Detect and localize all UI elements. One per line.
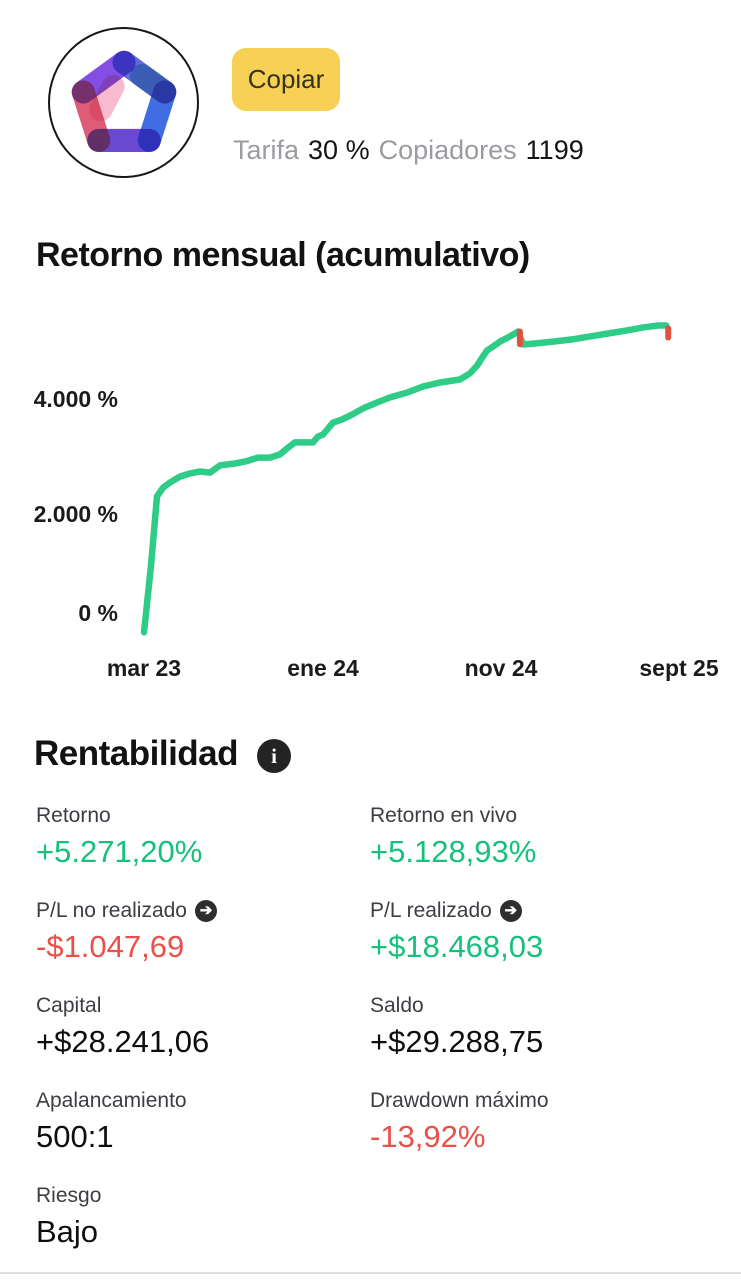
stat-label-text: P/L no realizado xyxy=(36,899,187,922)
copiers-count: 1199 xyxy=(525,135,584,165)
stat-label-text: Capital xyxy=(36,994,102,1017)
stat-label-capital: Capital xyxy=(36,993,101,1018)
stat-label-text: Saldo xyxy=(370,994,424,1017)
stat-value-apalancamiento: 500:1 xyxy=(36,1119,114,1154)
stat-value-retorno-en-vivo: +5.128,93% xyxy=(370,834,537,869)
stat-label-pl-realizado: P/L realizado ➔ xyxy=(370,898,522,923)
stat-value-drawdown: -13,92% xyxy=(370,1119,486,1154)
arrow-right-icon[interactable]: ➔ xyxy=(195,899,217,922)
y-tick-4000: 4.000 % xyxy=(33,386,118,412)
stat-label-retorno: Retorno xyxy=(36,803,111,828)
pentagon-logo-icon xyxy=(71,50,176,152)
fee-copiers-line: Tarifa 30 % Copiadores 1199 xyxy=(233,135,593,166)
y-tick-0: 0 % xyxy=(78,600,118,626)
profitability-heading: Rentabilidad xyxy=(34,734,239,773)
stat-value-capital: +$28.241,06 xyxy=(36,1024,210,1059)
return-line xyxy=(140,322,670,636)
x-tick-ene24: ene 24 xyxy=(287,655,359,681)
x-tick-mar23: mar 23 xyxy=(106,655,182,681)
stat-value-riesgo: Bajo xyxy=(36,1214,99,1249)
fee-value: 30 % xyxy=(308,135,370,165)
stat-value-saldo: +$29.288,75 xyxy=(370,1024,544,1059)
stat-value-retorno: +5.271,20% xyxy=(36,834,203,869)
x-tick-sept25: sept 25 xyxy=(639,655,719,681)
stat-label-text: Drawdown máximo xyxy=(370,1089,549,1112)
chart-title: Retorno mensual (acumulativo) xyxy=(36,236,530,274)
x-tick-nov24: nov 24 xyxy=(464,655,538,681)
arrow-right-icon[interactable]: ➔ xyxy=(499,899,522,922)
stat-label-drawdown: Drawdown máximo xyxy=(370,1088,549,1113)
stat-label-apalancamiento: Apalancamiento xyxy=(36,1088,187,1113)
copy-button[interactable]: Copiar xyxy=(232,48,340,111)
copiers-label: Copiadores xyxy=(378,135,517,165)
stat-value-pl-realizado: +$18.468,03 xyxy=(370,929,544,964)
stat-label-saldo: Saldo xyxy=(370,993,424,1018)
stat-label-text: Riesgo xyxy=(36,1184,102,1207)
info-icon[interactable]: i xyxy=(257,739,291,773)
section-divider xyxy=(0,1272,741,1274)
stat-label-text: Retorno xyxy=(36,804,111,827)
fee-label: Tarifa xyxy=(233,135,300,165)
stat-label-riesgo: Riesgo xyxy=(36,1183,101,1208)
stat-label-retorno-en-vivo: Retorno en vivo xyxy=(370,803,517,828)
stat-label-pl-no-realizado: P/L no realizado ➔ xyxy=(36,898,217,923)
stat-label-text: Retorno en vivo xyxy=(370,804,518,827)
strategy-avatar[interactable] xyxy=(48,27,199,178)
stat-label-text: Apalancamiento xyxy=(36,1089,187,1112)
stat-value-pl-no-realizado: -$1.047,69 xyxy=(36,929,185,964)
y-tick-2000: 2.000 % xyxy=(33,501,118,527)
stat-label-text: P/L realizado xyxy=(370,899,492,922)
